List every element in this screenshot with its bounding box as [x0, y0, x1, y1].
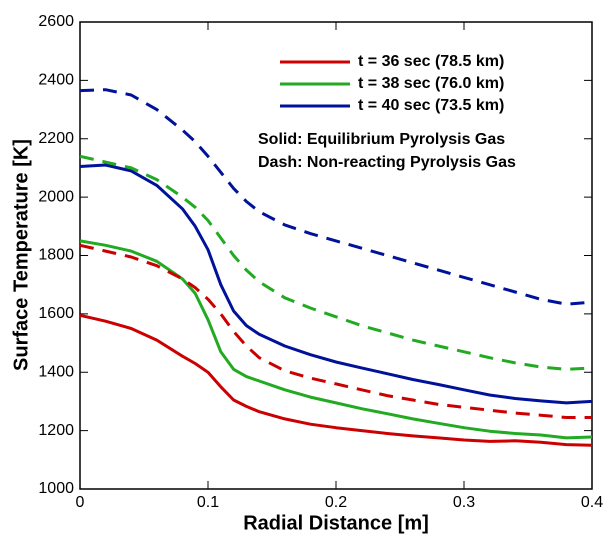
series-line: [79, 163, 593, 405]
legend-label: t = 40 sec (73.5 km): [358, 97, 504, 114]
series-line: [79, 313, 593, 447]
y-tick-label: 1600: [38, 305, 74, 322]
series-line: [79, 243, 592, 419]
x-tick-label: 0: [76, 494, 85, 511]
y-axis-label: Surface Temperature [K]: [10, 139, 32, 371]
y-tick-label: 1800: [38, 247, 74, 264]
x-tick-label: 0.2: [325, 494, 347, 511]
y-tick-label: 2600: [38, 13, 74, 30]
y-tick-label: 1000: [38, 480, 74, 497]
annotation: Dash: Non-reacting Pyrolysis Gas: [258, 154, 516, 171]
x-tick-label: 0.3: [453, 494, 475, 511]
x-axis-label: Radial Distance [m]: [243, 512, 429, 534]
legend-label: t = 38 sec (76.0 km): [358, 75, 504, 92]
legend-label: t = 36 sec (78.5 km): [358, 53, 504, 70]
annotation: Solid: Equilibrium Pyrolysis Gas: [258, 131, 505, 148]
x-tick-label: 0.1: [197, 494, 219, 511]
y-tick-label: 2200: [38, 130, 74, 147]
y-tick-label: 1400: [38, 363, 74, 380]
y-tick-label: 2000: [38, 188, 74, 205]
x-tick-label: 0.4: [581, 494, 603, 511]
plot-frame: [79, 21, 593, 490]
y-tick-label: 1200: [38, 422, 74, 439]
y-tick-label: 2400: [38, 72, 74, 89]
series-line: [79, 88, 593, 306]
